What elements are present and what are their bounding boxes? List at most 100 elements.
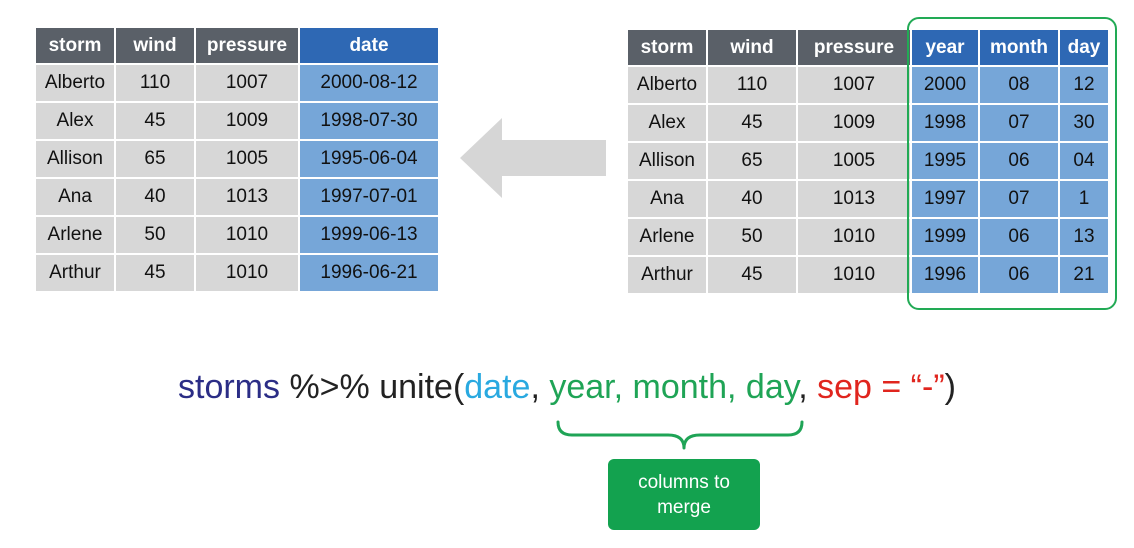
table-cell: 1 xyxy=(1060,179,1108,217)
table-cell: Allison xyxy=(628,141,708,179)
table-cell: Arlene xyxy=(628,217,708,255)
table-row: Ana 40 1013 1997 07 1 xyxy=(628,179,1108,217)
table-cell: 07 xyxy=(980,103,1060,141)
right-separate-table: storm wind pressure year month day Alberto 110… xyxy=(628,30,1108,293)
table-cell: 40 xyxy=(116,177,196,215)
table-cell: 06 xyxy=(980,141,1060,179)
left-united-table: storm wind pressure date Alberto 110 1007 2000… xyxy=(36,28,438,291)
callout-line: columns to xyxy=(638,471,730,493)
table-cell: 13 xyxy=(1060,217,1108,255)
column-header: year xyxy=(912,30,980,65)
table-row: Ana 40 1013 1997-07-01 xyxy=(36,177,438,215)
table-cell: 45 xyxy=(116,101,196,139)
table-cell: 45 xyxy=(708,255,798,293)
merge-columns-outline xyxy=(907,17,1117,310)
table-header-row: storm wind pressure year month day xyxy=(628,30,1108,65)
table-cell: 110 xyxy=(116,63,196,101)
table-cell: 1999-06-13 xyxy=(300,215,438,253)
table-cell: 07 xyxy=(980,179,1060,217)
table-cell: 1997-07-01 xyxy=(300,177,438,215)
column-header: month xyxy=(980,30,1060,65)
table-cell: 08 xyxy=(980,65,1060,103)
table-cell: 30 xyxy=(1060,103,1108,141)
code-separator: sep = “-” xyxy=(817,368,945,406)
column-header: storm xyxy=(628,30,708,65)
code-expression: storms %>% unite(date, year, month, day,… xyxy=(0,368,1134,407)
table-cell: 12 xyxy=(1060,65,1108,103)
table-cell: Arlene xyxy=(36,215,116,253)
table-cell: 1005 xyxy=(196,139,300,177)
table-cell: 45 xyxy=(708,103,798,141)
column-header: day xyxy=(1060,30,1108,65)
table-cell: 1010 xyxy=(196,253,300,291)
table-row: Allison 65 1005 1995-06-04 xyxy=(36,139,438,177)
column-header: date xyxy=(300,28,438,63)
left-arrow-icon xyxy=(460,118,606,198)
table-cell: 1010 xyxy=(798,217,912,255)
code-new-column: date xyxy=(464,368,531,406)
table-cell: 1005 xyxy=(798,141,912,179)
table-cell: Ana xyxy=(628,179,708,217)
table-cell: 1995 xyxy=(912,141,980,179)
table-cell: 1010 xyxy=(196,215,300,253)
table-cell: 1996 xyxy=(912,255,980,293)
table-cell: 21 xyxy=(1060,255,1108,293)
table-cell: 04 xyxy=(1060,141,1108,179)
table-cell: 1009 xyxy=(196,101,300,139)
code-function: storms xyxy=(178,368,280,406)
code-merge-columns: year, month, day xyxy=(549,368,799,406)
table-row: Alberto 110 1007 2000-08-12 xyxy=(36,63,438,101)
column-header: wind xyxy=(708,30,798,65)
table-cell: Arthur xyxy=(628,255,708,293)
code-close-paren: ) xyxy=(944,368,956,406)
table-cell: 1013 xyxy=(798,179,912,217)
table-cell: Alberto xyxy=(628,65,708,103)
table-cell: 1007 xyxy=(798,65,912,103)
table-row: Allison 65 1005 1995 06 04 xyxy=(628,141,1108,179)
table-cell: 1007 xyxy=(196,63,300,101)
table-cell: 06 xyxy=(980,217,1060,255)
table-row: Alex 45 1009 1998-07-30 xyxy=(36,101,438,139)
table-row: Arlene 50 1010 1999 06 13 xyxy=(628,217,1108,255)
table-cell: Arthur xyxy=(36,253,116,291)
table-cell: 40 xyxy=(708,179,798,217)
code-comma: , xyxy=(530,368,550,406)
column-header: wind xyxy=(116,28,196,63)
code-comma: , xyxy=(798,368,818,406)
table-cell: 1009 xyxy=(798,103,912,141)
table-row: Alex 45 1009 1998 07 30 xyxy=(628,103,1108,141)
columns-to-merge-callout: columns to merge xyxy=(608,459,760,530)
column-header: pressure xyxy=(196,28,300,63)
table-cell: 06 xyxy=(980,255,1060,293)
table-cell: 1998 xyxy=(912,103,980,141)
table-cell: 1013 xyxy=(196,177,300,215)
table-cell: Alex xyxy=(628,103,708,141)
table-header-row: storm wind pressure date xyxy=(36,28,438,63)
table-cell: 50 xyxy=(708,217,798,255)
table-cell: 50 xyxy=(116,215,196,253)
table-cell: 1997 xyxy=(912,179,980,217)
table-cell: 1010 xyxy=(798,255,912,293)
table-cell: 1995-06-04 xyxy=(300,139,438,177)
table-row: Arthur 45 1010 1996 06 21 xyxy=(628,255,1108,293)
table-cell: Ana xyxy=(36,177,116,215)
table-cell: 45 xyxy=(116,253,196,291)
callout-line: merge xyxy=(657,496,711,518)
table-cell: 65 xyxy=(708,141,798,179)
table-cell: Alberto xyxy=(36,63,116,101)
code-pipe: %>% unite( xyxy=(280,368,465,406)
table-cell: Alex xyxy=(36,101,116,139)
table-row: Arthur 45 1010 1996-06-21 xyxy=(36,253,438,291)
table-cell: Allison xyxy=(36,139,116,177)
table-cell: 2000 xyxy=(912,65,980,103)
table-cell: 65 xyxy=(116,139,196,177)
column-header: pressure xyxy=(798,30,912,65)
table-row: Alberto 110 1007 2000 08 12 xyxy=(628,65,1108,103)
table-cell: 110 xyxy=(708,65,798,103)
table-cell: 2000-08-12 xyxy=(300,63,438,101)
column-header: storm xyxy=(36,28,116,63)
table-cell: 1999 xyxy=(912,217,980,255)
table-cell: 1998-07-30 xyxy=(300,101,438,139)
table-row: Arlene 50 1010 1999-06-13 xyxy=(36,215,438,253)
table-cell: 1996-06-21 xyxy=(300,253,438,291)
